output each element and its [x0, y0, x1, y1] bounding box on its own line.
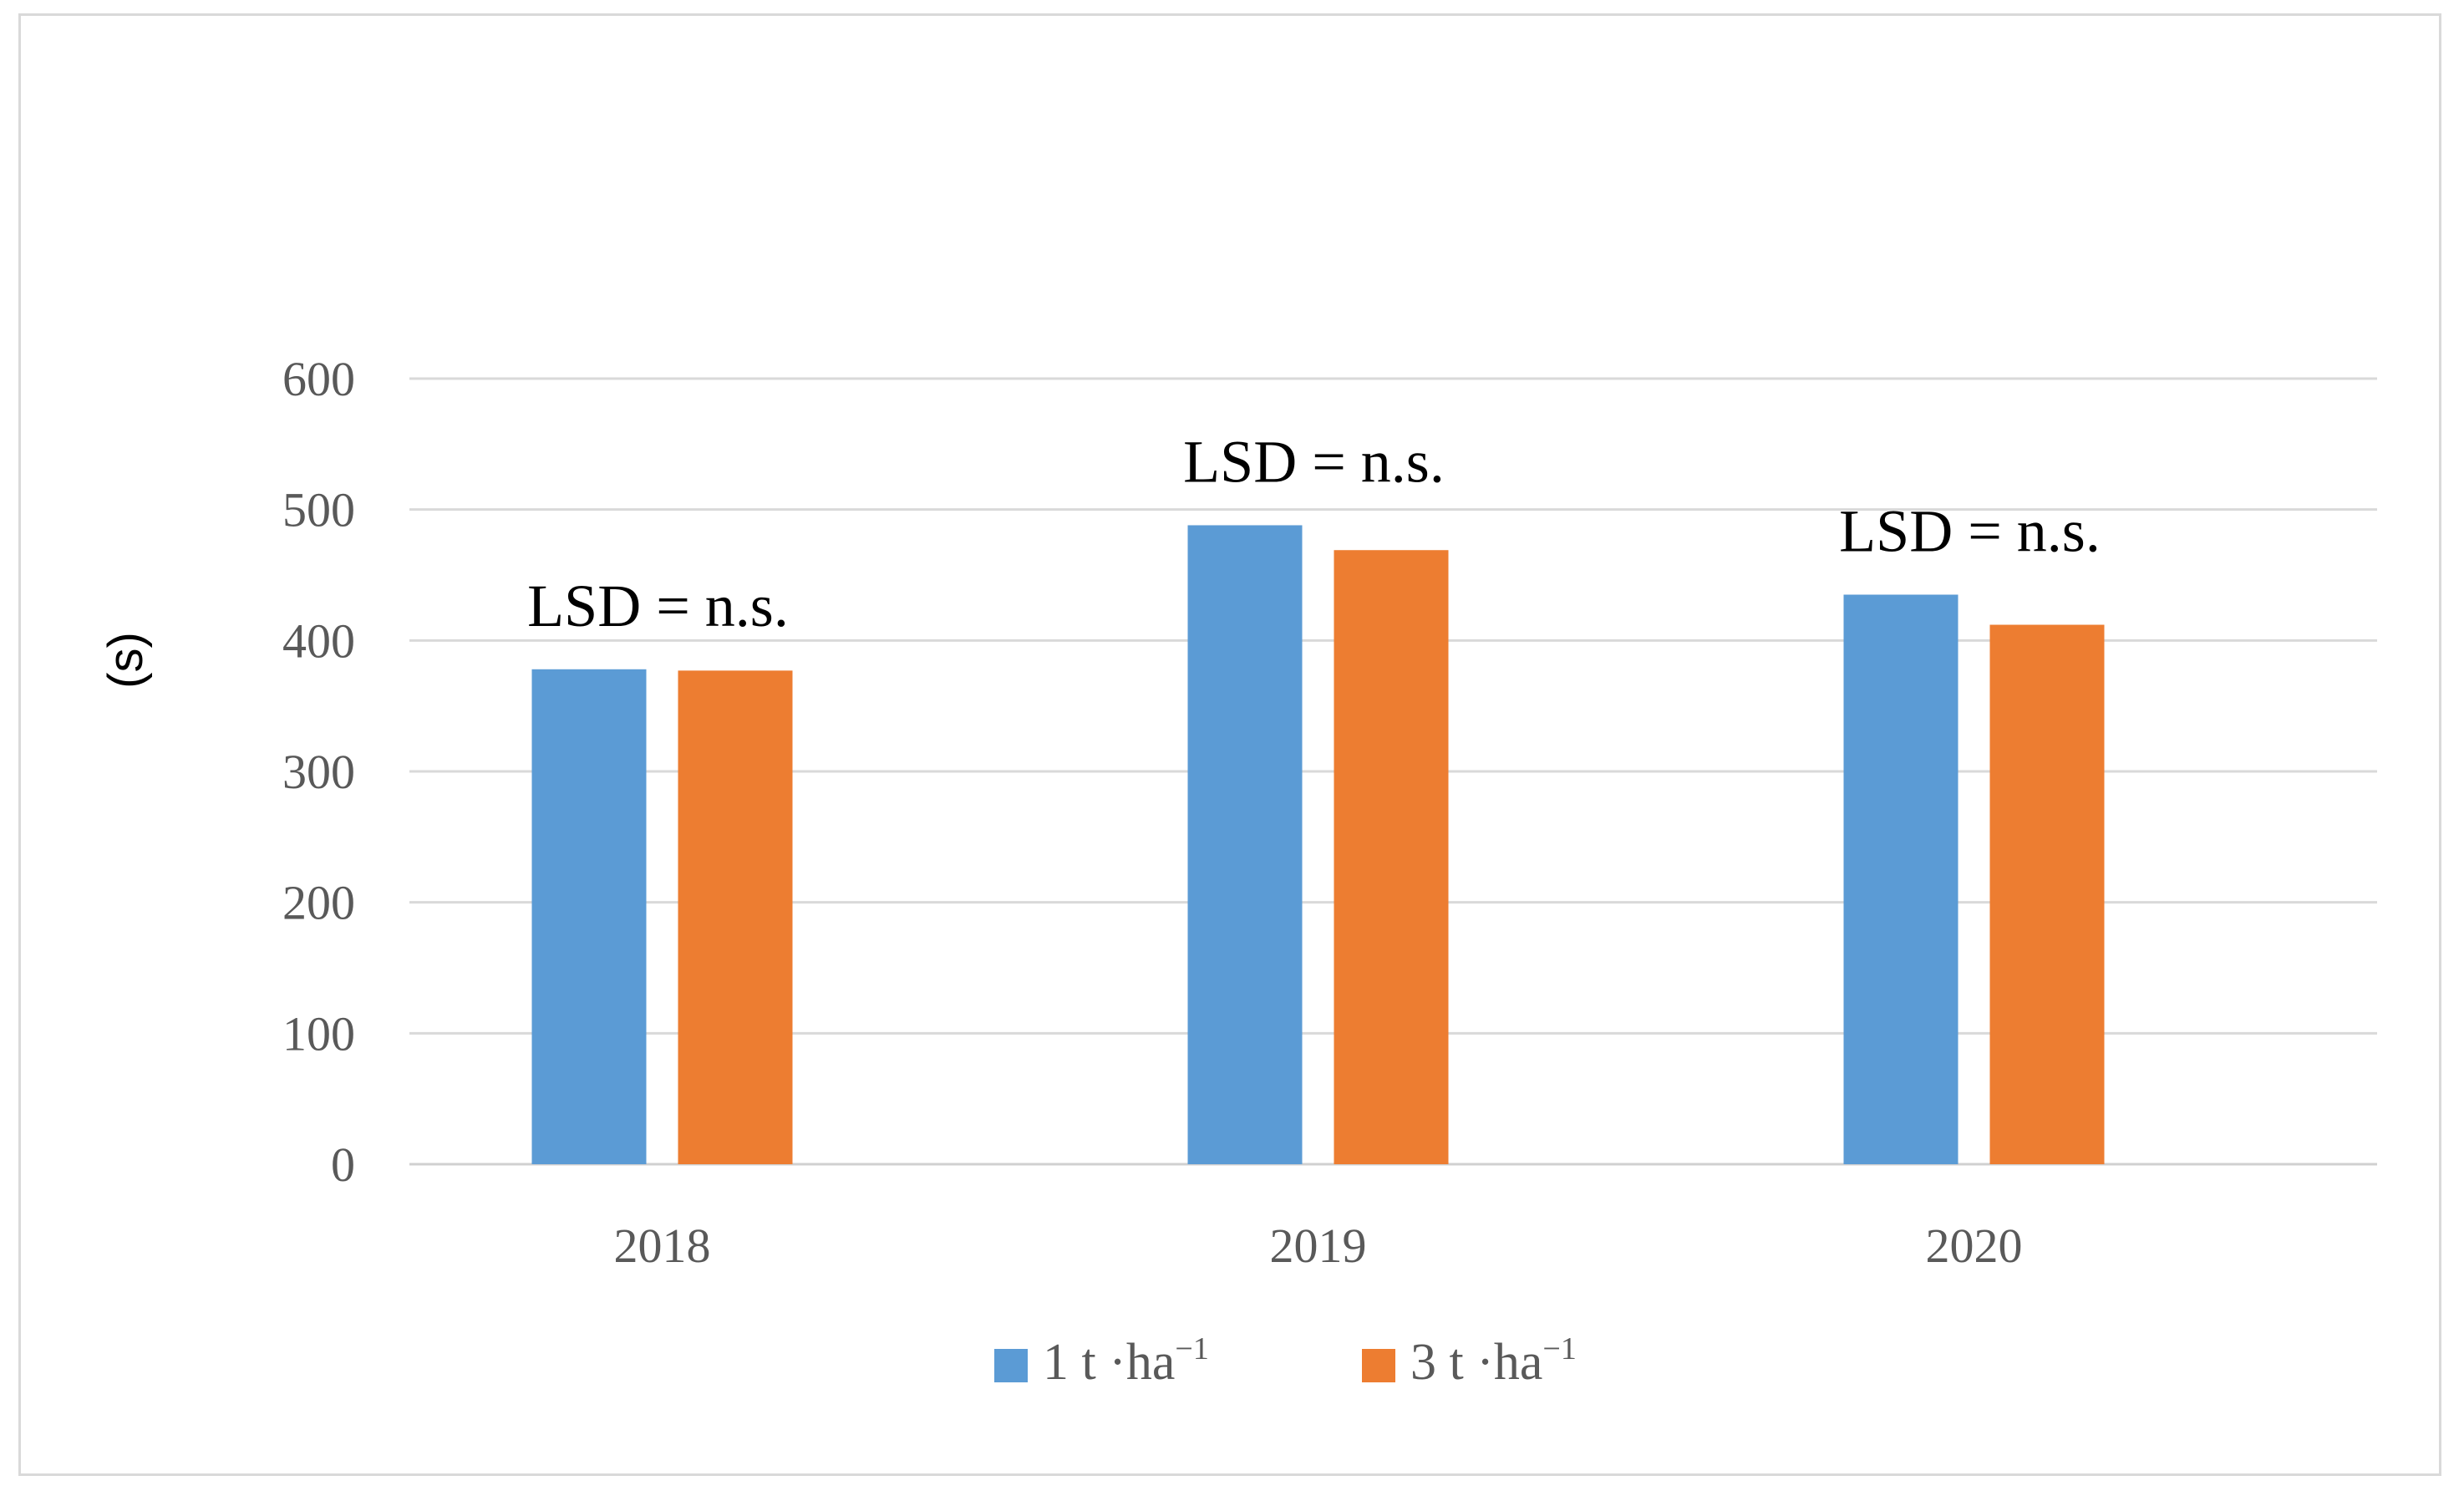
- bar-2018-series-1: [531, 669, 647, 1164]
- legend: 1 t ·ha−1 3 t ·ha−1: [994, 1331, 1577, 1391]
- bar-2020-series-1: [1843, 594, 1958, 1164]
- bar-2020-series-2: [1989, 624, 2105, 1164]
- y-tick-600: 600: [282, 352, 355, 406]
- y-tick-400: 400: [282, 613, 355, 668]
- legend-swatch-1: [994, 1349, 1028, 1382]
- bar-2019-series-2: [1334, 550, 1449, 1164]
- x-tick-2020: 2020: [1926, 1219, 2023, 1273]
- y-tick-200: 200: [282, 876, 355, 930]
- y-axis-label: (s): [99, 632, 153, 689]
- legend-label-2: 3 t ·ha−1: [1410, 1331, 1577, 1391]
- y-tick-500: 500: [282, 483, 355, 537]
- y-tick-labels: 0 100 200 300 400 500 600: [282, 352, 355, 1192]
- y-tick-0: 0: [331, 1137, 355, 1192]
- annotation-2019: LSD = n.s.: [1183, 428, 1445, 495]
- y-tick-300: 300: [282, 745, 355, 799]
- legend-swatch-2: [1362, 1349, 1395, 1382]
- bar-2018-series-2: [678, 670, 793, 1164]
- annotation-2020: LSD = n.s.: [1839, 498, 2101, 565]
- x-tick-2018: 2018: [614, 1219, 711, 1273]
- x-tick-labels: 2018 2019 2020: [614, 1219, 2023, 1273]
- y-tick-100: 100: [282, 1006, 355, 1061]
- annotations: LSD = n.s. LSD = n.s. LSD = n.s.: [527, 428, 2101, 639]
- bar-2019-series-1: [1187, 525, 1303, 1164]
- bars: [531, 525, 2105, 1164]
- annotation-2018: LSD = n.s.: [527, 572, 789, 639]
- legend-label-1: 1 t ·ha−1: [1043, 1331, 1209, 1391]
- x-tick-2019: 2019: [1270, 1219, 1367, 1273]
